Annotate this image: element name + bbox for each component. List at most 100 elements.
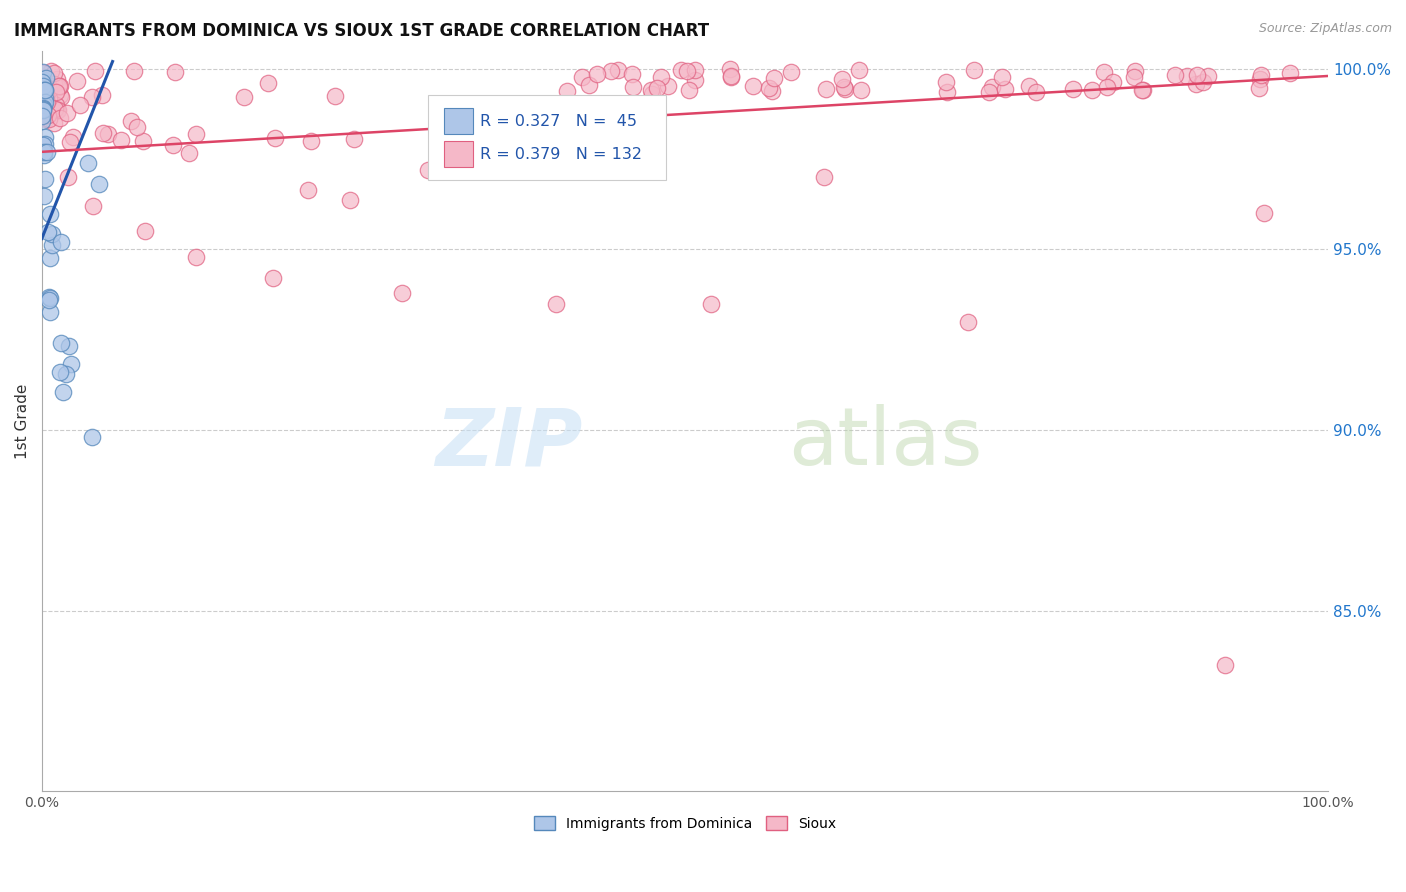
Bar xyxy=(444,108,472,134)
Point xyxy=(31,109,53,123)
Point xyxy=(32,82,55,96)
Point xyxy=(650,70,672,84)
Point xyxy=(720,69,742,83)
Point xyxy=(45,98,67,112)
Point xyxy=(45,85,67,99)
Point xyxy=(38,83,60,97)
Text: IMMIGRANTS FROM DOMINICA VS SIOUX 1ST GRADE CORRELATION CHART: IMMIGRANTS FROM DOMINICA VS SIOUX 1ST GR… xyxy=(14,22,709,40)
Point xyxy=(89,178,111,192)
Point xyxy=(31,138,53,153)
Point xyxy=(49,78,72,93)
Point xyxy=(262,271,284,285)
Point xyxy=(49,88,72,103)
Point xyxy=(56,106,79,120)
Point xyxy=(991,70,1014,84)
Point xyxy=(657,79,679,94)
Point xyxy=(669,62,692,77)
Point xyxy=(80,89,103,103)
Point xyxy=(127,120,149,134)
Point xyxy=(34,136,56,151)
Point xyxy=(1062,82,1084,96)
Point xyxy=(546,296,568,310)
Point xyxy=(52,385,75,400)
Point xyxy=(122,64,145,78)
Point xyxy=(41,238,63,252)
Point xyxy=(1163,69,1185,83)
Point xyxy=(1175,70,1198,84)
Point xyxy=(66,74,89,88)
Point xyxy=(34,129,56,144)
Point xyxy=(391,285,413,300)
Point xyxy=(571,70,593,84)
Point xyxy=(132,134,155,148)
Point xyxy=(299,134,322,148)
Point xyxy=(39,304,62,318)
Point xyxy=(832,79,855,94)
Point xyxy=(1130,83,1153,97)
Point xyxy=(35,95,58,110)
Point xyxy=(34,71,56,86)
Point xyxy=(31,74,53,88)
Point xyxy=(1185,68,1208,82)
Point xyxy=(718,62,741,76)
Point xyxy=(97,128,120,142)
Point xyxy=(343,132,366,146)
Point xyxy=(1132,83,1154,97)
Point xyxy=(831,71,853,86)
Point xyxy=(62,129,84,144)
Point xyxy=(1185,77,1208,91)
Point xyxy=(32,145,55,159)
Point xyxy=(48,111,70,125)
Point xyxy=(32,108,55,122)
Point xyxy=(683,62,706,77)
Point xyxy=(678,83,700,97)
Point xyxy=(31,101,53,115)
Point xyxy=(1025,85,1047,99)
Text: Source: ZipAtlas.com: Source: ZipAtlas.com xyxy=(1258,22,1392,36)
Point xyxy=(84,64,107,78)
Point xyxy=(59,135,82,149)
Point xyxy=(32,102,55,116)
Point xyxy=(35,145,58,160)
Point xyxy=(46,103,69,117)
Point xyxy=(39,251,62,265)
Point xyxy=(641,87,664,101)
Point xyxy=(1123,64,1146,78)
Point xyxy=(621,67,644,81)
Point xyxy=(1101,75,1123,89)
Point xyxy=(59,357,82,371)
Point xyxy=(977,85,1000,99)
Point xyxy=(31,114,53,128)
Bar xyxy=(444,142,472,168)
Point xyxy=(645,80,668,95)
Point xyxy=(815,82,838,96)
Point xyxy=(49,90,72,104)
Point xyxy=(1247,81,1270,95)
Point xyxy=(37,108,59,122)
Point xyxy=(110,132,132,146)
Point xyxy=(325,89,347,103)
Point xyxy=(569,156,592,170)
Point xyxy=(55,367,77,381)
Point xyxy=(32,189,55,203)
Point xyxy=(34,95,56,109)
Point xyxy=(994,81,1017,95)
Y-axis label: 1st Grade: 1st Grade xyxy=(15,384,30,458)
Point xyxy=(31,103,53,117)
Point xyxy=(58,339,80,353)
Point xyxy=(38,290,60,304)
Point xyxy=(621,79,644,94)
Point xyxy=(1018,79,1040,94)
Point xyxy=(77,155,100,169)
Point xyxy=(31,71,53,86)
Point xyxy=(31,78,53,93)
Point xyxy=(1279,66,1302,80)
Point xyxy=(762,70,785,85)
Point xyxy=(232,90,254,104)
Point xyxy=(48,78,70,93)
Point xyxy=(741,78,763,93)
Point xyxy=(956,315,979,329)
Point xyxy=(834,82,856,96)
Point xyxy=(980,80,1002,95)
Point xyxy=(134,224,156,238)
